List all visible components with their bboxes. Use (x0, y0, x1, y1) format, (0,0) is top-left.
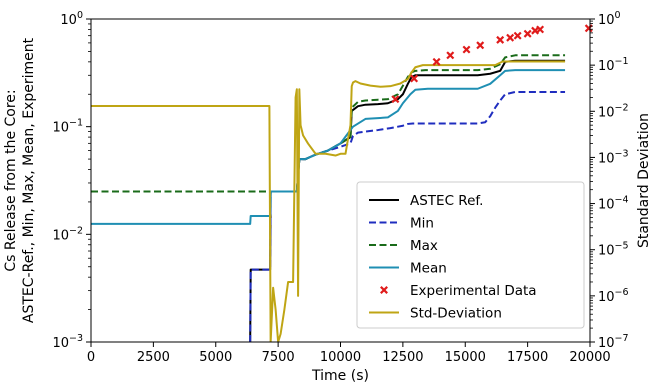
legend-label: ASTEC Ref. (410, 193, 483, 209)
experimental-point (410, 74, 419, 83)
y2-tick-label: 10−6 (598, 287, 629, 305)
y-axis-label-line-1: Cs Release from the Core: (3, 89, 19, 271)
legend-box (356, 181, 585, 329)
experimental-point (523, 29, 532, 38)
y-tick-label: 10−3 (52, 333, 83, 351)
y-tick-label: 100 (60, 10, 83, 28)
experimental-point (446, 51, 455, 60)
y-axis-label-line-2: ASTEC-Ref., Min, Max, Mean, Experiment (21, 37, 37, 323)
experimental-point (391, 95, 400, 104)
experimental-point (496, 35, 505, 44)
legend-entry: Mean (369, 261, 447, 277)
experimental-point (432, 57, 441, 66)
x-tick-label: 15000 (445, 350, 486, 365)
y2-tick-label: 100 (598, 10, 621, 28)
series-line-std-deviation (91, 60, 566, 342)
experimental-point (462, 45, 471, 54)
x-tick-label: 5000 (199, 350, 232, 365)
legend-entry: Max (369, 238, 438, 254)
legend-label: Max (410, 238, 438, 254)
legend-entry: Std-Deviation (369, 306, 502, 322)
legend-entry: ASTEC Ref. (369, 193, 483, 209)
experimental-point (536, 25, 545, 34)
y2-axis-label: Standard Deviation (636, 113, 652, 248)
legend-entry: Min (369, 216, 434, 232)
y-tick-label: 10−2 (52, 225, 83, 243)
x-tick-label: 7500 (262, 350, 295, 365)
x-axis: 0 2500 5000 7500 10000 12500 15000 17500 20000 (87, 342, 611, 365)
legend-label: Mean (410, 261, 447, 277)
experimental-point (476, 41, 485, 50)
x-axis-label: Time (s) (311, 368, 369, 384)
y2-tick-label: 10−2 (598, 102, 629, 120)
y-axis-right: 10−7 10−6 10−5 10−4 10−3 10−2 10−1 100 (590, 10, 629, 351)
series-line-min (249, 90, 566, 342)
x-tick-label: 12500 (382, 350, 423, 365)
y-tick-label: 10−1 (52, 118, 83, 136)
x-tick-label: 17500 (507, 350, 548, 365)
y2-tick-label: 10−3 (598, 148, 629, 166)
marker-layer (391, 24, 593, 104)
experimental-point (506, 33, 515, 42)
legend-label: Std-Deviation (410, 306, 502, 322)
x-tick-label: 10000 (320, 350, 361, 365)
legend-entry: Experimental Data (380, 283, 537, 299)
y2-tick-label: 10−5 (598, 241, 629, 259)
legend: ASTEC Ref. Min Max Mean Experimental Data Std… (356, 181, 585, 329)
series-line-mean (91, 69, 566, 225)
x-tick-label: 2500 (137, 350, 170, 365)
y2-tick-label: 10−1 (598, 56, 629, 74)
x-tick-label: 0 (87, 350, 95, 365)
y2-tick-label: 10−4 (598, 195, 629, 213)
y2-tick-label: 10−7 (598, 333, 629, 351)
y-axis-left: 10−3 10−2 10−1 100 (52, 10, 91, 351)
legend-label: Experimental Data (410, 283, 537, 299)
x-tick-label: 20000 (569, 350, 610, 365)
legend-label: Min (410, 216, 434, 232)
experimental-point (513, 31, 522, 40)
